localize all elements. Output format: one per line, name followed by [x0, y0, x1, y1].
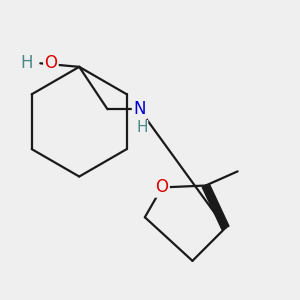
Text: O: O — [155, 178, 169, 196]
Text: H: H — [20, 54, 32, 72]
Text: H: H — [136, 120, 148, 135]
Polygon shape — [202, 184, 229, 230]
Text: N: N — [133, 100, 145, 118]
Text: O: O — [44, 54, 57, 72]
